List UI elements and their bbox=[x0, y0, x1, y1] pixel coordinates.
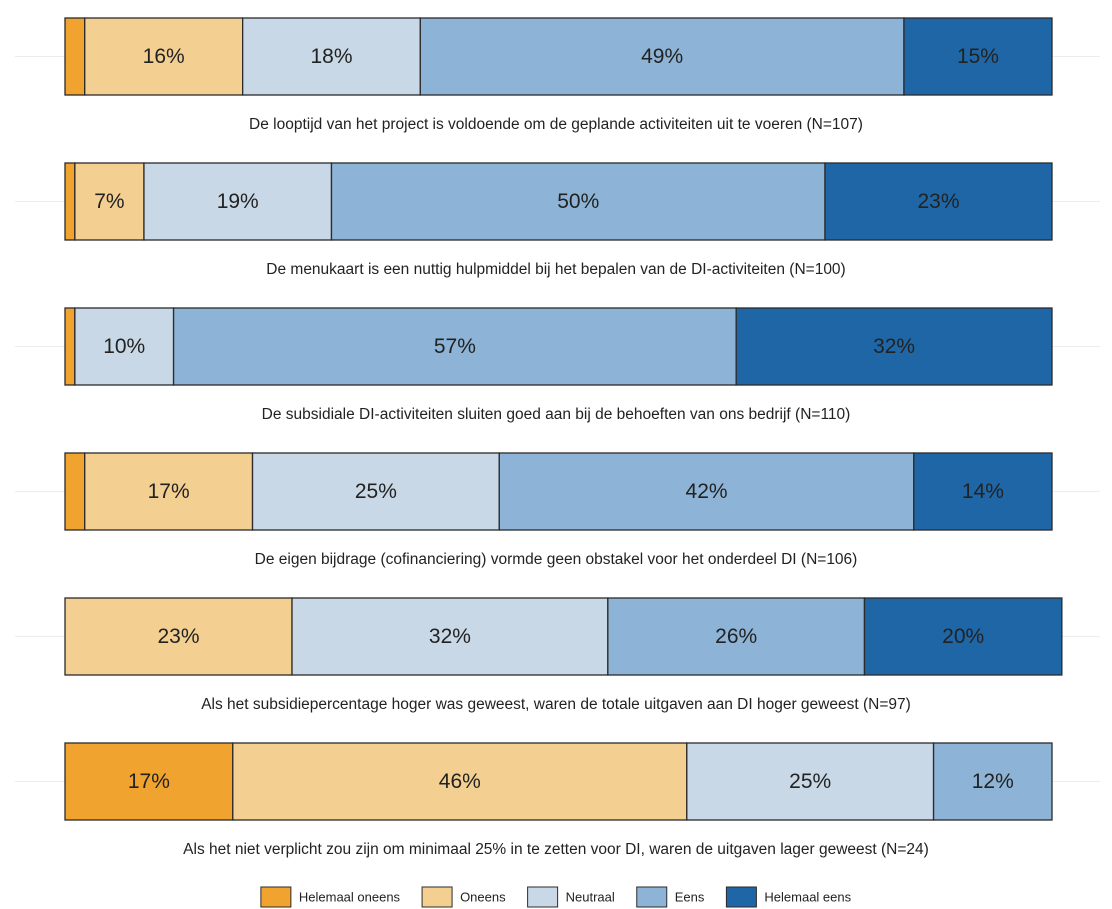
category-label: Als het niet verplicht zou zijn om minim… bbox=[183, 841, 929, 858]
legend-label: Eens bbox=[675, 889, 705, 904]
bar-segment bbox=[74, 162, 145, 241]
segment-label: 14% bbox=[962, 480, 1004, 503]
segment-label: 42% bbox=[686, 480, 728, 503]
legend-label: Oneens bbox=[460, 889, 506, 904]
bar-segment bbox=[913, 452, 1053, 531]
segment-label: 19% bbox=[217, 190, 259, 213]
segment-label: 57% bbox=[434, 335, 476, 358]
category-label: De looptijd van het project is voldoende… bbox=[249, 116, 863, 133]
legend-item: Eens bbox=[636, 886, 705, 908]
bar-segment bbox=[251, 452, 500, 531]
legend-item: Helemaal eens bbox=[725, 886, 852, 908]
bar-segment bbox=[64, 17, 86, 96]
bar-segment bbox=[735, 307, 1053, 386]
segment-label: 32% bbox=[429, 625, 471, 648]
legend-item: Neutraal bbox=[527, 886, 615, 908]
segment-label: 18% bbox=[310, 45, 352, 68]
legend-label: Helemaal eens bbox=[764, 889, 851, 904]
bar-segment bbox=[84, 452, 254, 531]
segment-label: 23% bbox=[157, 625, 199, 648]
bar-segment bbox=[74, 307, 175, 386]
bar-segment bbox=[64, 162, 76, 241]
bar-segment bbox=[607, 597, 866, 676]
segment-label: 32% bbox=[873, 335, 915, 358]
legend-label: Helemaal oneens bbox=[299, 889, 401, 904]
segment-label: 23% bbox=[917, 190, 959, 213]
bar-segment bbox=[932, 742, 1053, 821]
segment-label: 25% bbox=[355, 480, 397, 503]
segment-label: 17% bbox=[148, 480, 190, 503]
bar-segment bbox=[498, 452, 915, 531]
segment-label: 49% bbox=[641, 45, 683, 68]
legend-swatch bbox=[421, 886, 453, 908]
bar-segment bbox=[824, 162, 1053, 241]
legend-label: Neutraal bbox=[566, 889, 615, 904]
segment-label: 25% bbox=[789, 770, 831, 793]
category-label: De subsidiale DI-activiteiten sluiten go… bbox=[262, 406, 851, 423]
segment-label: 7% bbox=[94, 190, 124, 213]
legend-item: Oneens bbox=[421, 886, 506, 908]
segment-label: 17% bbox=[128, 770, 170, 793]
legend-swatch bbox=[725, 886, 757, 908]
category-label: De menukaart is een nuttig hulpmiddel bi… bbox=[266, 261, 845, 278]
segment-label: 20% bbox=[942, 625, 984, 648]
legend-item: Helemaal oneens bbox=[260, 886, 401, 908]
bar-segment bbox=[903, 17, 1053, 96]
segment-label: 12% bbox=[972, 770, 1014, 793]
bar-segment bbox=[143, 162, 333, 241]
category-label: Als het subsidiepercentage hoger was gew… bbox=[201, 696, 911, 713]
category-label: De eigen bijdrage (cofinanciering) vormd… bbox=[255, 551, 858, 568]
bar-segment bbox=[172, 307, 737, 386]
bar-segment bbox=[84, 17, 244, 96]
segment-label: 50% bbox=[557, 190, 599, 213]
legend-swatch bbox=[260, 886, 292, 908]
bar-segment bbox=[419, 17, 905, 96]
bar-segment bbox=[232, 742, 688, 821]
bar-segment bbox=[64, 307, 76, 386]
segment-label: 26% bbox=[715, 625, 757, 648]
segment-label: 46% bbox=[439, 770, 481, 793]
bar-segment bbox=[64, 452, 86, 531]
segment-label: 15% bbox=[957, 45, 999, 68]
bar-segment bbox=[291, 597, 609, 676]
segment-label: 16% bbox=[143, 45, 185, 68]
legend: Helemaal oneens Oneens Neutraal Eens Helemaa… bbox=[260, 886, 852, 908]
legend-swatch bbox=[636, 886, 668, 908]
segment-label: 10% bbox=[103, 335, 145, 358]
bar-segment bbox=[863, 597, 1063, 676]
legend-swatch bbox=[527, 886, 559, 908]
bar-segment bbox=[330, 162, 826, 241]
